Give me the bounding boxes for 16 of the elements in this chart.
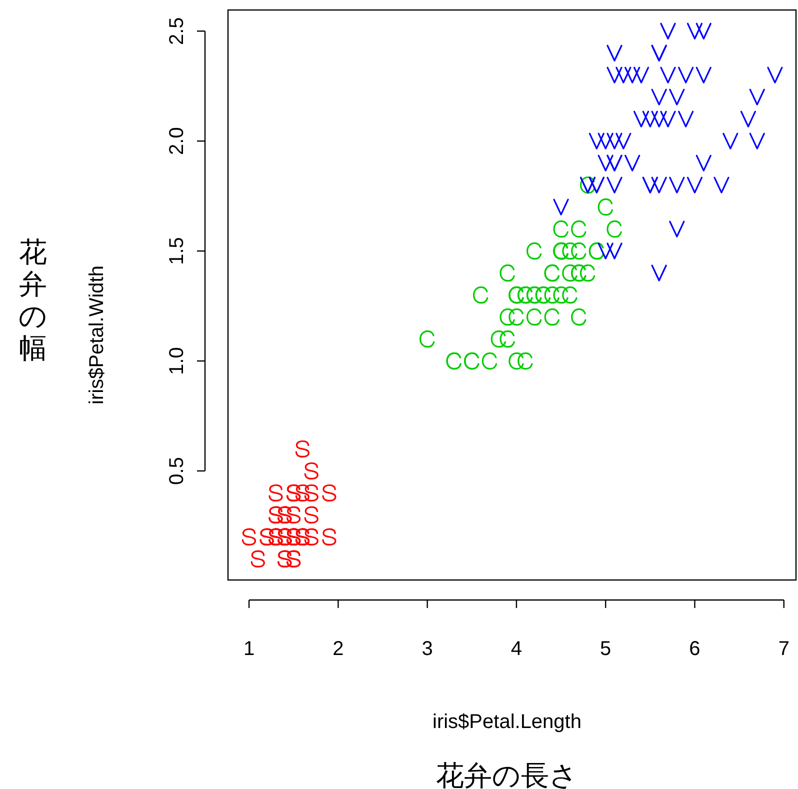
x-tick-label: 6 xyxy=(689,638,700,660)
x-tick-label: 5 xyxy=(600,638,612,660)
y-tick-label: 2.0 xyxy=(166,127,188,155)
x-tick-label: 2 xyxy=(332,638,344,660)
x-axis-title: iris$Petal.Length xyxy=(432,711,582,733)
x-tick-label: 4 xyxy=(510,638,522,660)
y-tick-label: 1.0 xyxy=(166,347,188,375)
y-axis-title: iris$Petal.Width xyxy=(86,266,108,404)
y-tick-label: 1.5 xyxy=(166,237,188,265)
ylabel-vertical: 花弁の幅 xyxy=(18,236,48,364)
y-tick-label: 0.5 xyxy=(166,457,188,485)
x-tick-label: 1 xyxy=(243,638,255,660)
y-tick-label: 2.5 xyxy=(166,17,188,46)
x-tick-label: 7 xyxy=(778,638,790,660)
x-tick-label: 3 xyxy=(422,638,433,660)
text: 花弁の長さ xyxy=(436,760,578,789)
